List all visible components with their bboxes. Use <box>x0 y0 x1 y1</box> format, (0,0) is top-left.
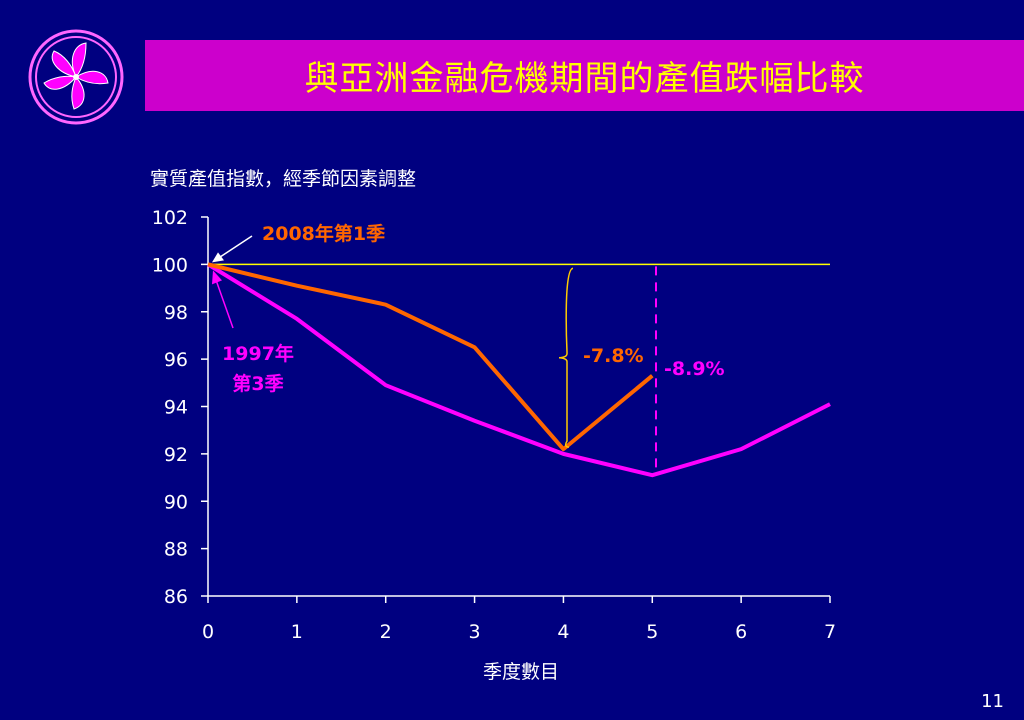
x-tick-label: 0 <box>202 621 214 643</box>
series-1997-arrow <box>215 279 234 329</box>
y-tick-label: 102 <box>152 207 188 229</box>
y-axis-label: 實質產值指數，經季節因素調整 <box>150 168 416 190</box>
series-2008-line <box>207 262 654 452</box>
chart-series <box>206 262 831 478</box>
y-tick-label: 86 <box>164 586 188 608</box>
y-tick-label: 96 <box>164 349 188 371</box>
bauhinia-logo-icon <box>28 29 124 125</box>
drop-1997-label: -8.9% <box>664 358 725 380</box>
y-tick-label: 94 <box>164 397 188 419</box>
x-tick-label: 4 <box>557 621 569 643</box>
series-2008-arrow <box>217 235 253 260</box>
series-2008-label: 2008年第1季 <box>262 222 385 245</box>
series-1997-label-line2: 第3季 <box>232 372 283 395</box>
x-tick-label: 1 <box>291 621 303 643</box>
y-tick-label: 90 <box>164 491 188 513</box>
x-tick-label: 3 <box>469 621 481 643</box>
page-number: 11 <box>981 691 1004 712</box>
drop-2008-brace <box>558 267 574 448</box>
y-tick-label: 88 <box>164 539 188 561</box>
x-tick-label: 5 <box>646 621 658 643</box>
title-bar: 與亞洲金融危機期間的產值跌幅比較 <box>145 40 1024 111</box>
x-tick-label: 2 <box>380 621 392 643</box>
series-2008-arrow-head <box>212 252 224 263</box>
x-tick-label: 6 <box>735 621 747 643</box>
x-tick-label: 7 <box>824 621 836 643</box>
series-1997-line <box>206 262 831 478</box>
page-title: 與亞洲金融危機期間的產值跌幅比較 <box>304 59 865 99</box>
chart-axes: 實質產值指數，經季節因素調整 86 88 90 92 94 96 98 100 102 0 1 2 3 4 5… <box>150 168 836 683</box>
drop-2008-label: -7.8% <box>583 345 644 367</box>
y-tick-label: 100 <box>152 254 188 276</box>
series-1997-label-line1: 1997年 <box>222 342 294 365</box>
y-tick-label: 92 <box>164 444 188 466</box>
x-axis-label: 季度數目 <box>483 661 559 683</box>
y-tick-label: 98 <box>164 302 188 324</box>
series-1997-arrow-head <box>212 270 222 285</box>
